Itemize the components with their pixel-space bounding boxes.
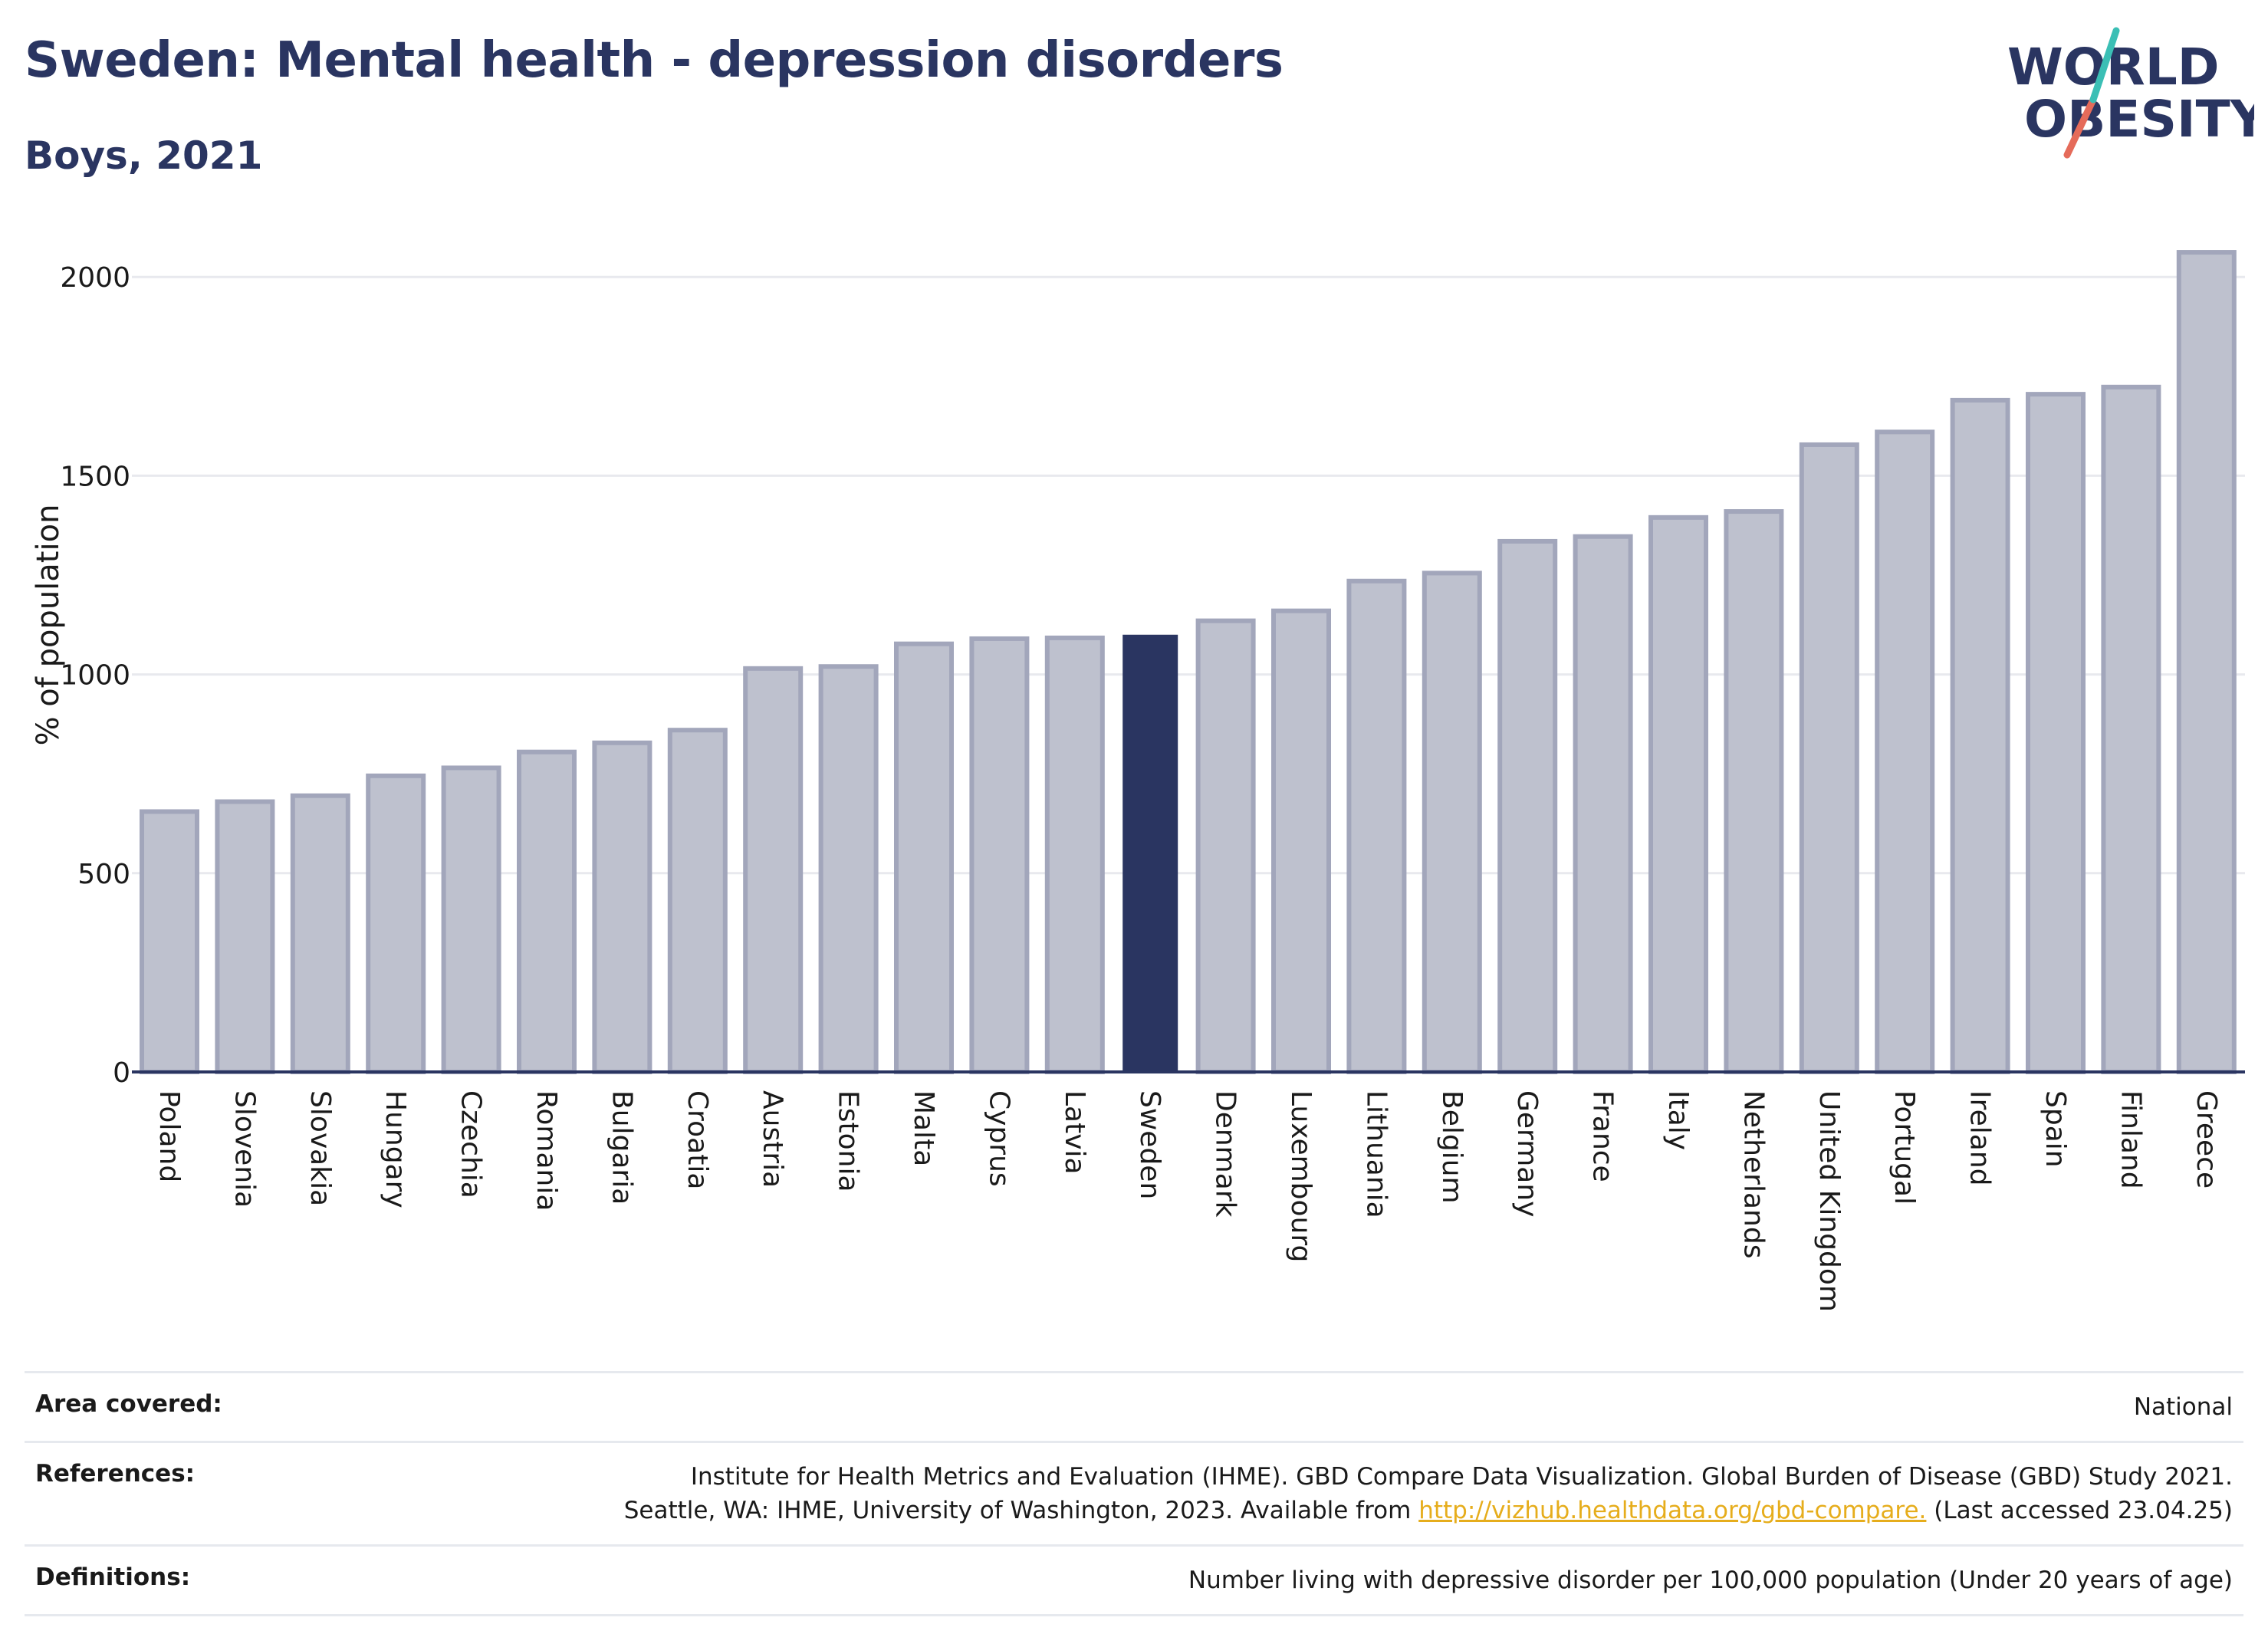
- x-category-label: France: [1587, 1090, 1619, 1182]
- x-category-label: Luxembourg: [1285, 1090, 1316, 1262]
- info-row-area: Area covered: National: [25, 1371, 2243, 1441]
- y-axis-ticks: 0 500 1000 1500 2000: [60, 262, 130, 1089]
- chart-subtitle: Boys, 2021: [25, 133, 263, 178]
- x-category-label: Estonia: [833, 1090, 864, 1192]
- x-category-label: Czechia: [455, 1090, 487, 1198]
- bar-lithuania: [1346, 578, 1407, 1074]
- bar-portugal: [1875, 429, 1935, 1074]
- x-category-label: Malta: [908, 1090, 939, 1166]
- references-line-1: Institute for Health Metrics and Evaluat…: [690, 1463, 2233, 1491]
- references-value: Institute for Health Metrics and Evaluat…: [624, 1460, 2233, 1527]
- bar-greece: [2176, 250, 2237, 1074]
- x-category-label: Latvia: [1059, 1090, 1090, 1175]
- x-category-label: Netherlands: [1737, 1090, 1769, 1258]
- info-row-definitions: Definitions: Number living with depressi…: [25, 1544, 2243, 1617]
- area-covered-value: National: [2133, 1393, 2233, 1421]
- bar-bulgaria: [592, 740, 652, 1074]
- bar-poland: [140, 809, 199, 1074]
- bar-finland: [2101, 384, 2161, 1074]
- x-category-label: Romania: [531, 1090, 562, 1211]
- bar-croatia: [667, 728, 728, 1075]
- bar-cyprus: [969, 636, 1030, 1074]
- y-tick-label: 2000: [60, 262, 130, 294]
- logo-slash-bottom: [2063, 96, 2097, 159]
- bar-hungary: [366, 773, 426, 1074]
- x-category-label: Poland: [153, 1090, 185, 1182]
- references-label: References:: [35, 1460, 196, 1488]
- logo-slash-top: [2089, 27, 2120, 104]
- x-category-label: Croatia: [682, 1090, 713, 1189]
- bar-ireland: [1950, 397, 2010, 1074]
- y-tick-label: 1000: [60, 660, 130, 692]
- bar-netherlands: [1724, 509, 1784, 1074]
- references-line-2-suffix: (Last accessed 23.04.25): [1926, 1497, 2233, 1525]
- info-row-references: References: Institute for Health Metrics…: [25, 1441, 2243, 1544]
- x-category-label: Belgium: [1436, 1090, 1468, 1204]
- definitions-label: Definitions:: [35, 1563, 191, 1592]
- references-line-2-prefix: Seattle, WA: IHME, University of Washing…: [623, 1497, 1419, 1525]
- bar-denmark: [1195, 618, 1256, 1074]
- bar-spain: [2026, 392, 2086, 1074]
- x-category-label: Slovenia: [228, 1090, 260, 1208]
- y-tick-label: 500: [77, 859, 130, 890]
- x-category-label: Sweden: [1134, 1090, 1165, 1199]
- definitions-value: Number living with depressive disorder p…: [1188, 1567, 2233, 1595]
- area-covered-label: Area covered:: [35, 1390, 222, 1418]
- x-category-label: Spain: [2040, 1090, 2071, 1168]
- y-tick-label: 1500: [60, 461, 130, 492]
- bar-chart: 0 500 1000 1500 2000 Poland Slovenia Slovakia H…: [31, 250, 2245, 1312]
- bar-malta: [894, 641, 954, 1074]
- x-category-label: Austria: [757, 1090, 788, 1188]
- bar-estonia: [818, 664, 879, 1074]
- bars: [140, 250, 2237, 1075]
- bar-czechia: [441, 765, 501, 1074]
- x-category-label: Finland: [2115, 1090, 2146, 1189]
- x-category-label: Hungary: [380, 1090, 411, 1208]
- x-category-label: Germany: [1511, 1090, 1543, 1217]
- x-category-label: Greece: [2191, 1090, 2222, 1189]
- bar-luxembourg: [1271, 608, 1331, 1074]
- x-category-label: Lithuania: [1360, 1090, 1392, 1218]
- y-axis-title: % of population: [31, 505, 66, 746]
- info-table: Area covered: National References: Insti…: [25, 1371, 2243, 1617]
- x-category-label: Cyprus: [983, 1090, 1014, 1187]
- x-category-label: Ireland: [1964, 1090, 1996, 1186]
- x-axis-categories: Poland Slovenia Slovakia Hungary Czechia Roma…: [153, 1090, 2222, 1312]
- bar-romania: [517, 749, 577, 1074]
- x-category-label: Denmark: [1210, 1090, 1241, 1218]
- x-category-label: United Kingdom: [1813, 1090, 1845, 1312]
- x-category-label: Italy: [1662, 1090, 1694, 1150]
- x-category-label: Slovakia: [304, 1090, 336, 1206]
- bar-slovakia: [290, 793, 350, 1075]
- references-link[interactable]: http://vizhub.healthdata.org/gbd-compare…: [1418, 1497, 1927, 1525]
- chart-title: Sweden: Mental health - depression disor…: [25, 32, 1284, 89]
- logo-text-obesity: OBESITY: [2024, 90, 2254, 149]
- bar-sweden: [1122, 634, 1178, 1072]
- bar-austria: [743, 666, 804, 1074]
- bar-united-kingdom: [1799, 442, 1859, 1074]
- bar-slovenia: [215, 799, 275, 1075]
- bar-italy: [1648, 515, 1708, 1074]
- bar-france: [1573, 534, 1633, 1074]
- bar-belgium: [1422, 570, 1482, 1074]
- y-tick-label: 0: [113, 1057, 130, 1089]
- bar-germany: [1497, 538, 1558, 1074]
- x-category-label: Bulgaria: [606, 1090, 637, 1205]
- world-obesity-logo: WORLD OBESITY: [2007, 27, 2254, 159]
- bar-latvia: [1044, 635, 1105, 1074]
- x-category-label: Portugal: [1888, 1090, 1920, 1205]
